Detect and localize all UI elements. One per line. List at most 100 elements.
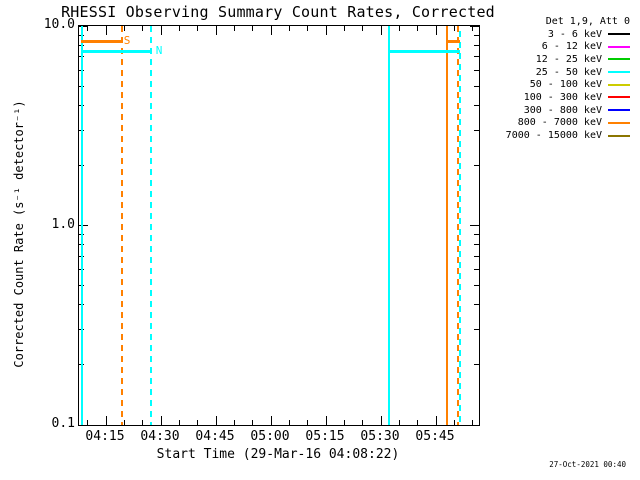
flag-line-night: [389, 50, 460, 54]
x-tick-mark: [288, 420, 290, 425]
x-tick-mark: [380, 26, 382, 35]
y-tick-label: 1.0: [51, 216, 75, 232]
dashed-vline: [459, 26, 461, 425]
y-tick-mark: [474, 304, 479, 306]
y-tick-mark: [79, 424, 88, 426]
legend-entry-label: 300 - 800 keV: [523, 104, 602, 116]
y-tick-mark: [474, 285, 479, 287]
y-tick-mark: [474, 255, 479, 257]
legend-color-line: [608, 109, 630, 112]
y-axis-tick-labels: 10.0 1.0 0.1: [30, 0, 75, 480]
x-tick-mark: [270, 26, 272, 35]
legend-color-line: [608, 83, 630, 86]
x-tick-mark: [325, 416, 327, 425]
legend-entry-label: 50 - 100 keV: [529, 79, 602, 91]
x-tick-mark: [325, 26, 327, 35]
legend-header-row: Det 1,9, Att 0: [460, 15, 630, 28]
y-tick-mark: [474, 244, 479, 246]
x-tick-mark: [87, 420, 89, 425]
x-tick-mark: [453, 420, 455, 425]
x-tick-mark: [288, 26, 290, 31]
dashed-vline: [457, 26, 459, 425]
y-axis-title: Corrected Count Rate (s⁻¹ detector⁻¹): [12, 100, 26, 368]
x-tick-mark: [453, 26, 455, 31]
y-tick-mark: [474, 234, 479, 236]
x-tick-mark: [472, 26, 474, 31]
flag-line-SAA: [447, 40, 460, 43]
flag-letter-SAA: S: [123, 34, 131, 47]
x-tick-mark: [105, 26, 107, 35]
x-tick-mark: [435, 416, 437, 425]
x-tick-mark: [380, 416, 382, 425]
x-tick-mark: [435, 26, 437, 35]
legend-color-line: [608, 33, 630, 36]
legend: Det 1,9, Att 0 3 - 6 keV 6 - 12 keV 12 - 2…: [460, 15, 630, 142]
x-tick-mark: [398, 420, 400, 425]
legend-header: Det 1,9, Att 0: [545, 15, 630, 27]
legend-color-line: [608, 121, 630, 124]
y-tick-mark: [470, 25, 479, 27]
x-tick-mark: [178, 420, 180, 425]
creation-timestamp: 27-Oct-2021 00:40: [549, 460, 626, 469]
y-tick-mark: [474, 129, 479, 131]
legend-entry: 12 - 25 keV: [460, 53, 630, 66]
x-tick-label: 05:45: [415, 429, 455, 444]
y-tick-mark: [474, 269, 479, 271]
y-tick-mark: [474, 34, 479, 36]
x-tick-mark: [178, 26, 180, 31]
x-tick-mark: [472, 420, 474, 425]
legend-color-line: [608, 71, 630, 74]
flag-line-SAA: [81, 40, 122, 43]
legend-entry-label: 3 - 6 keV: [547, 28, 602, 40]
x-tick-mark: [105, 416, 107, 425]
x-tick-mark: [362, 26, 364, 31]
x-tick-label: 04:30: [140, 429, 180, 444]
dashed-vline: [150, 26, 152, 425]
legend-entry: 25 - 50 keV: [460, 66, 630, 79]
legend-entry-label: 7000 - 15000 keV: [505, 130, 602, 142]
y-tick-mark: [474, 69, 479, 71]
legend-entry: 7000 - 15000 keV: [460, 129, 630, 142]
x-tick-label: 05:00: [250, 429, 290, 444]
y-tick-label: 0.1: [51, 416, 75, 431]
y-tick-mark: [79, 225, 88, 226]
legend-entry-label: 25 - 50 keV: [535, 66, 602, 78]
x-tick-label: 05:15: [305, 429, 345, 444]
y-tick-mark: [474, 104, 479, 106]
x-axis-tick-labels: 04:15 04:30 04:45 05:00 05:15 05:30 05:45: [78, 430, 478, 446]
x-tick-mark: [160, 26, 162, 35]
x-tick-mark: [252, 26, 254, 31]
flag-letter-night: N: [155, 44, 163, 58]
solid-vline: [81, 26, 83, 425]
x-tick-mark: [307, 26, 309, 31]
dashed-vline: [121, 26, 123, 425]
legend-entry: 800 - 7000 keV: [460, 117, 630, 130]
legend-color-line: [608, 58, 630, 61]
y-tick-mark: [474, 329, 479, 331]
legend-color-line: [608, 96, 630, 99]
legend-entry-label: 6 - 12 keV: [541, 41, 602, 53]
x-tick-mark: [197, 26, 199, 31]
solid-vline: [446, 26, 448, 425]
x-tick-mark: [215, 26, 217, 35]
y-tick-mark: [474, 56, 479, 58]
solid-vline: [388, 26, 390, 425]
x-tick-label: 04:15: [85, 429, 125, 444]
x-tick-mark: [307, 420, 309, 425]
legend-color-line: [608, 134, 630, 137]
x-tick-mark: [233, 26, 235, 31]
x-tick-mark: [252, 420, 254, 425]
x-tick-mark: [142, 26, 144, 31]
x-tick-mark: [398, 26, 400, 31]
y-tick-mark: [474, 164, 479, 166]
x-tick-mark: [123, 26, 125, 31]
legend-entry: 3 - 6 keV: [460, 28, 630, 41]
x-tick-mark: [233, 420, 235, 425]
legend-entry: 6 - 12 keV: [460, 40, 630, 53]
legend-entry: 300 - 800 keV: [460, 104, 630, 117]
x-tick-mark: [123, 420, 125, 425]
x-tick-mark: [270, 416, 272, 425]
legend-entry: 100 - 300 keV: [460, 91, 630, 104]
legend-entry-label: 100 - 300 keV: [523, 91, 602, 103]
x-tick-mark: [343, 420, 345, 425]
